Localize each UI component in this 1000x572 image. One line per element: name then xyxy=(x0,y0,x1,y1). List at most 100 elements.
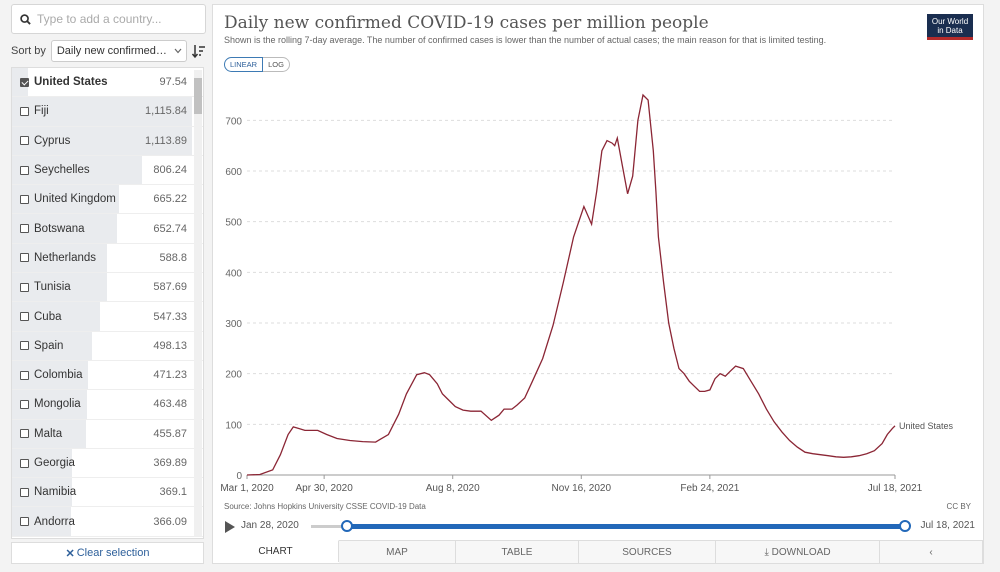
clear-selection-button[interactable]: ✕ Clear selection xyxy=(11,542,204,564)
country-value: 471.23 xyxy=(153,369,187,382)
search-input[interactable] xyxy=(37,12,187,26)
x-tick-label: Nov 16, 2020 xyxy=(552,483,612,494)
x-tick-label: Aug 8, 2020 xyxy=(426,483,480,494)
country-row[interactable]: Cyprus 1,113.89 xyxy=(12,126,203,156)
country-checkbox[interactable] xyxy=(20,253,29,263)
country-row[interactable]: Andorra 366.09 xyxy=(12,507,203,537)
tab-download[interactable]: ⤓ DOWNLOAD xyxy=(716,541,880,563)
tab-chart[interactable]: CHART xyxy=(213,540,339,562)
country-value: 588.8 xyxy=(159,251,187,264)
sort-row: Sort by Daily new confirmed C... xyxy=(11,40,206,62)
country-row[interactable]: Tunisia 587.69 xyxy=(12,273,203,303)
country-list: United States 97.54 Fiji 1,115.84 Cyprus 1,11… xyxy=(11,67,204,539)
value-bar xyxy=(12,155,143,185)
country-checkbox[interactable] xyxy=(20,194,29,204)
x-tick-label: Feb 24, 2021 xyxy=(680,483,739,494)
chart-panel: Daily new confirmed COVID-19 cases per m… xyxy=(212,4,984,564)
country-name: Spain xyxy=(34,339,64,352)
country-checkbox[interactable] xyxy=(20,165,29,175)
country-row[interactable]: Colombia 471.23 xyxy=(12,360,203,391)
country-name: Namibia xyxy=(34,486,77,499)
y-tick-label: 200 xyxy=(225,370,242,381)
x-tick-label: Jul 18, 2021 xyxy=(868,483,923,494)
timeline-end-handle[interactable] xyxy=(899,520,911,532)
country-checkbox[interactable] xyxy=(20,399,29,409)
x-tick-label: Mar 1, 2020 xyxy=(220,483,274,494)
country-row[interactable]: Malta 455.87 xyxy=(12,419,203,449)
y-tick-label: 600 xyxy=(225,167,242,178)
scale-linear-button[interactable]: LINEAR xyxy=(224,57,264,72)
country-checkbox[interactable] xyxy=(20,282,29,292)
y-tick-label: 100 xyxy=(225,420,242,431)
country-checkbox[interactable] xyxy=(20,370,29,380)
tab-table[interactable]: TABLE xyxy=(456,541,579,563)
country-row[interactable]: Botswana 652.74 xyxy=(12,214,203,244)
country-checkbox[interactable] xyxy=(20,106,29,116)
country-checkbox[interactable] xyxy=(20,77,29,87)
country-value: 1,113.89 xyxy=(144,134,187,147)
timeline: Jan 28, 2020 Jul 18, 2021 xyxy=(223,517,975,535)
timeline-start-handle[interactable] xyxy=(341,520,353,532)
country-name: Malta xyxy=(34,427,63,440)
value-bar xyxy=(12,214,118,243)
chart-subtitle: Shown is the rolling 7-day average. The … xyxy=(224,35,827,45)
owid-logo[interactable]: Our World in Data xyxy=(927,14,973,40)
country-name: Cyprus xyxy=(34,134,71,147)
country-row[interactable]: Fiji 1,115.84 xyxy=(12,97,203,127)
search-box[interactable] xyxy=(11,4,206,34)
scrollbar-thumb[interactable] xyxy=(194,78,202,114)
country-row[interactable]: Cuba 547.33 xyxy=(12,302,203,332)
sort-select-value: Daily new confirmed C... xyxy=(56,45,169,57)
play-icon[interactable] xyxy=(225,521,235,533)
country-row[interactable]: Georgia 369.89 xyxy=(12,448,203,479)
country-checkbox[interactable] xyxy=(20,136,29,146)
scrollbar[interactable] xyxy=(194,70,202,536)
sort-direction-icon[interactable] xyxy=(191,43,206,59)
country-checkbox[interactable] xyxy=(20,429,29,439)
sort-label: Sort by xyxy=(11,45,46,57)
country-checkbox[interactable] xyxy=(20,312,29,322)
country-checkbox[interactable] xyxy=(20,341,29,351)
country-name: Georgia xyxy=(34,457,75,469)
logo-line-2: in Data xyxy=(937,26,963,35)
country-value: 1,115.84 xyxy=(144,105,187,118)
country-value: 455.87 xyxy=(153,427,187,440)
country-checkbox[interactable] xyxy=(20,458,29,468)
tab-map[interactable]: MAP xyxy=(339,541,456,563)
country-row[interactable]: United States 97.54 xyxy=(12,68,203,98)
country-name: United States xyxy=(34,76,108,89)
line-chart: 0 100 200 300 400 500 600 700 Mar 1, 2020 Apr 30,… xyxy=(220,93,954,494)
value-bar xyxy=(12,185,120,214)
country-row[interactable]: Namibia 369.1 xyxy=(12,478,203,508)
y-tick-label: 700 xyxy=(225,116,242,127)
country-checkbox[interactable] xyxy=(20,517,29,527)
country-row[interactable]: United Kingdom 665.22 xyxy=(12,185,203,215)
country-row[interactable]: Netherlands 588.8 xyxy=(12,243,203,274)
country-row[interactable]: Mongolia 463.48 xyxy=(12,390,203,420)
search-icon xyxy=(20,13,31,25)
country-row[interactable]: Seychelles 806.24 xyxy=(12,155,203,186)
license-label[interactable]: CC BY xyxy=(946,502,971,511)
scale-toggle: LINEAR LOG xyxy=(224,57,290,72)
country-value: 97.54 xyxy=(159,76,187,89)
country-checkbox[interactable] xyxy=(20,224,29,234)
sort-select[interactable]: Daily new confirmed C... xyxy=(50,40,187,62)
country-name: United Kingdom xyxy=(34,193,116,206)
country-value: 463.48 xyxy=(153,398,187,411)
timeline-range xyxy=(347,524,905,529)
timeline-end-label: Jul 18, 2021 xyxy=(920,520,976,531)
country-checkbox[interactable] xyxy=(20,487,29,497)
country-value: 665.22 xyxy=(153,193,187,206)
timeline-start-label: Jan 28, 2020 xyxy=(241,520,299,531)
country-name: Netherlands xyxy=(34,251,97,264)
country-name: Andorra xyxy=(34,515,75,528)
tab-share[interactable]: ‹ xyxy=(880,541,983,563)
source-note[interactable]: Source: Johns Hopkins University CSSE CO… xyxy=(224,502,426,511)
country-row[interactable]: Spain 498.13 xyxy=(12,331,203,361)
tab-sources[interactable]: SOURCES xyxy=(579,541,716,563)
country-name: Colombia xyxy=(34,369,83,382)
scale-log-button[interactable]: LOG xyxy=(263,57,290,72)
country-value: 369.89 xyxy=(153,457,187,469)
x-tick-label: Apr 30, 2020 xyxy=(296,483,354,494)
chevron-down-icon xyxy=(174,48,182,54)
